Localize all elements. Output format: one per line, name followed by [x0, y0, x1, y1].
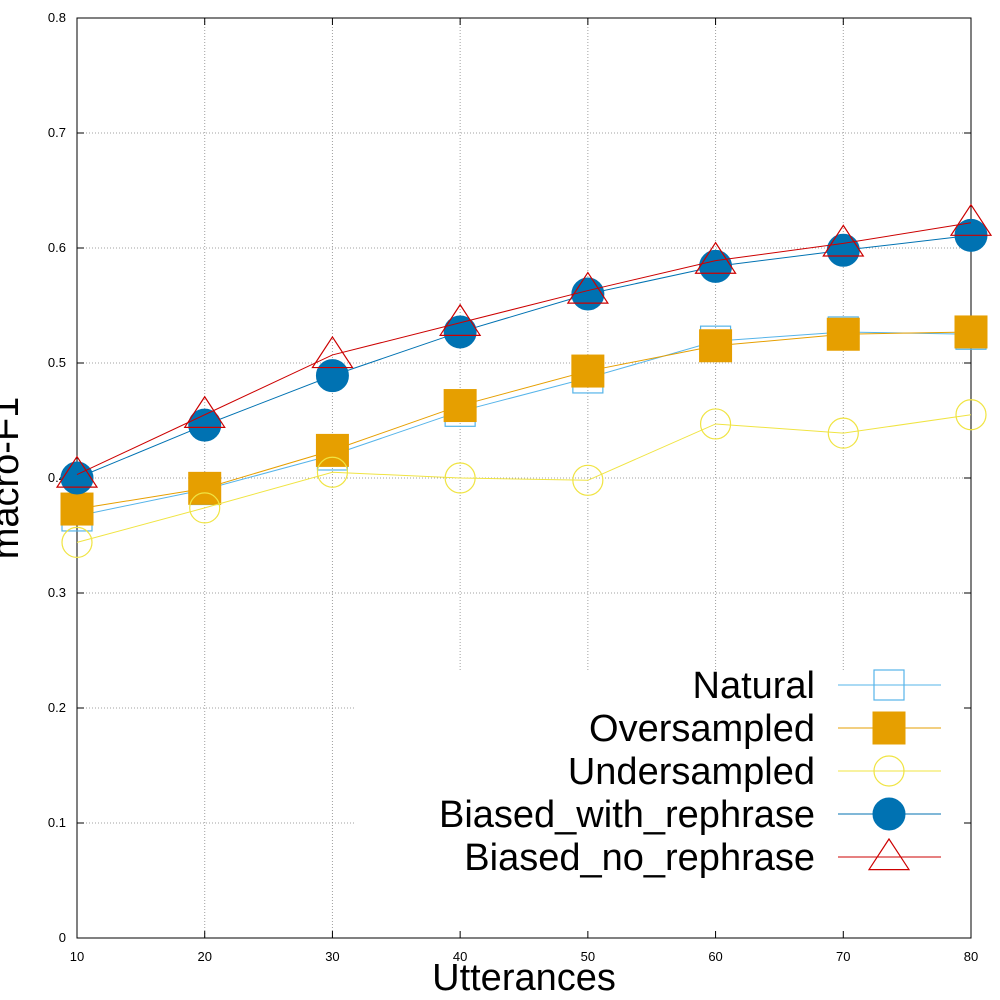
y-axis-title: macro-F1 — [0, 397, 27, 560]
y-tick-label: 0.7 — [48, 125, 66, 140]
legend-marker-undersampled — [873, 755, 905, 787]
data-point-biased-no-rephrase — [311, 335, 354, 369]
data-point-biased-no-rephrase — [949, 203, 993, 236]
data-point-undersampled — [955, 399, 987, 431]
y-tick-label: 0.6 — [48, 240, 66, 255]
data-point-undersampled — [61, 526, 93, 559]
series-line-undersampled — [76, 414, 972, 543]
data-point-undersampled — [189, 492, 221, 524]
legend-label-biased-no-rephrase: Biased_no_rephrase — [464, 837, 815, 879]
data-point-oversampled — [60, 492, 94, 526]
series-line-biased-with-rephrase — [76, 234, 972, 479]
y-tick-label: 0.3 — [48, 585, 66, 600]
y-tick-label: 0 — [59, 930, 66, 945]
data-point-undersampled — [572, 464, 604, 496]
x-tick-label: 70 — [836, 949, 850, 964]
series-line-biased-no-rephrase — [76, 222, 972, 476]
legend-entry-undersampled: Undersampled — [568, 751, 941, 793]
data-point-biased-with-rephrase — [571, 277, 605, 311]
legend-marker-natural — [873, 669, 905, 701]
data-point-oversampled — [954, 315, 988, 349]
data-point-biased-with-rephrase — [443, 315, 477, 349]
series-layer — [55, 203, 993, 559]
data-point-biased-no-rephrase — [694, 241, 737, 274]
data-point-undersampled — [827, 417, 859, 449]
x-tick-label: 20 — [197, 949, 211, 964]
legend-marker-biased-no-rephrase — [867, 837, 911, 871]
data-point-undersampled — [316, 456, 349, 488]
legend-entry-oversampled: Oversampled — [589, 708, 941, 750]
data-point-biased-with-rephrase — [699, 249, 733, 283]
x-tick-label: 10 — [70, 949, 84, 964]
data-point-biased-no-rephrase — [183, 395, 226, 428]
x-tick-label: 30 — [325, 949, 339, 964]
legend-label-oversampled: Oversampled — [589, 708, 815, 750]
data-point-biased-with-rephrase — [315, 359, 349, 393]
data-point-oversampled — [188, 471, 222, 505]
legend-label-biased-with-rephrase: Biased_with_rephrase — [439, 794, 815, 836]
data-point-biased-no-rephrase — [55, 455, 99, 488]
data-point-oversampled — [699, 329, 733, 363]
data-point-biased-no-rephrase — [439, 303, 482, 336]
x-tick-label: 80 — [964, 949, 978, 964]
grid — [77, 18, 971, 938]
data-point-undersampled — [699, 408, 732, 440]
y-tick-label: 0.5 — [48, 355, 66, 370]
x-tick-label: 50 — [581, 949, 595, 964]
data-point-undersampled — [444, 462, 476, 494]
series-biased-with-rephrase — [60, 218, 988, 495]
series-oversampled — [60, 315, 988, 526]
data-point-biased-with-rephrase — [60, 461, 94, 495]
data-point-oversampled — [826, 317, 860, 351]
legend-entry-biased-with-rephrase: Biased_with_rephrase — [439, 794, 941, 836]
data-point-biased-with-rephrase — [188, 408, 222, 442]
legend-entry-biased-no-rephrase: Biased_no_rephrase — [464, 837, 941, 879]
series-biased-no-rephrase — [55, 203, 993, 488]
legend-entry-natural: Natural — [693, 665, 941, 707]
legend: NaturalOversampledUndersampledBiased_wit… — [439, 665, 941, 879]
data-point-oversampled — [571, 354, 605, 388]
series-line-natural — [76, 331, 972, 517]
data-point-biased-no-rephrase — [566, 271, 609, 304]
y-tick-label: 0.1 — [48, 815, 66, 830]
legend-label-undersampled: Undersampled — [568, 751, 815, 793]
x-axis-title: Utterances — [432, 957, 616, 999]
data-point-biased-with-rephrase — [826, 233, 860, 267]
legend-label-natural: Natural — [693, 665, 816, 707]
series-undersampled — [61, 399, 987, 559]
data-point-oversampled — [443, 389, 477, 423]
legend-marker-oversampled — [872, 711, 906, 745]
series-line-oversampled — [76, 331, 972, 510]
legend-marker-biased-with-rephrase — [872, 797, 906, 831]
data-point-biased-no-rephrase — [822, 224, 865, 257]
y-tick-label: 0.8 — [48, 10, 66, 25]
x-tick-label: 40 — [453, 949, 467, 964]
x-tick-label: 60 — [708, 949, 722, 964]
y-tick-label: 0.2 — [48, 700, 66, 715]
